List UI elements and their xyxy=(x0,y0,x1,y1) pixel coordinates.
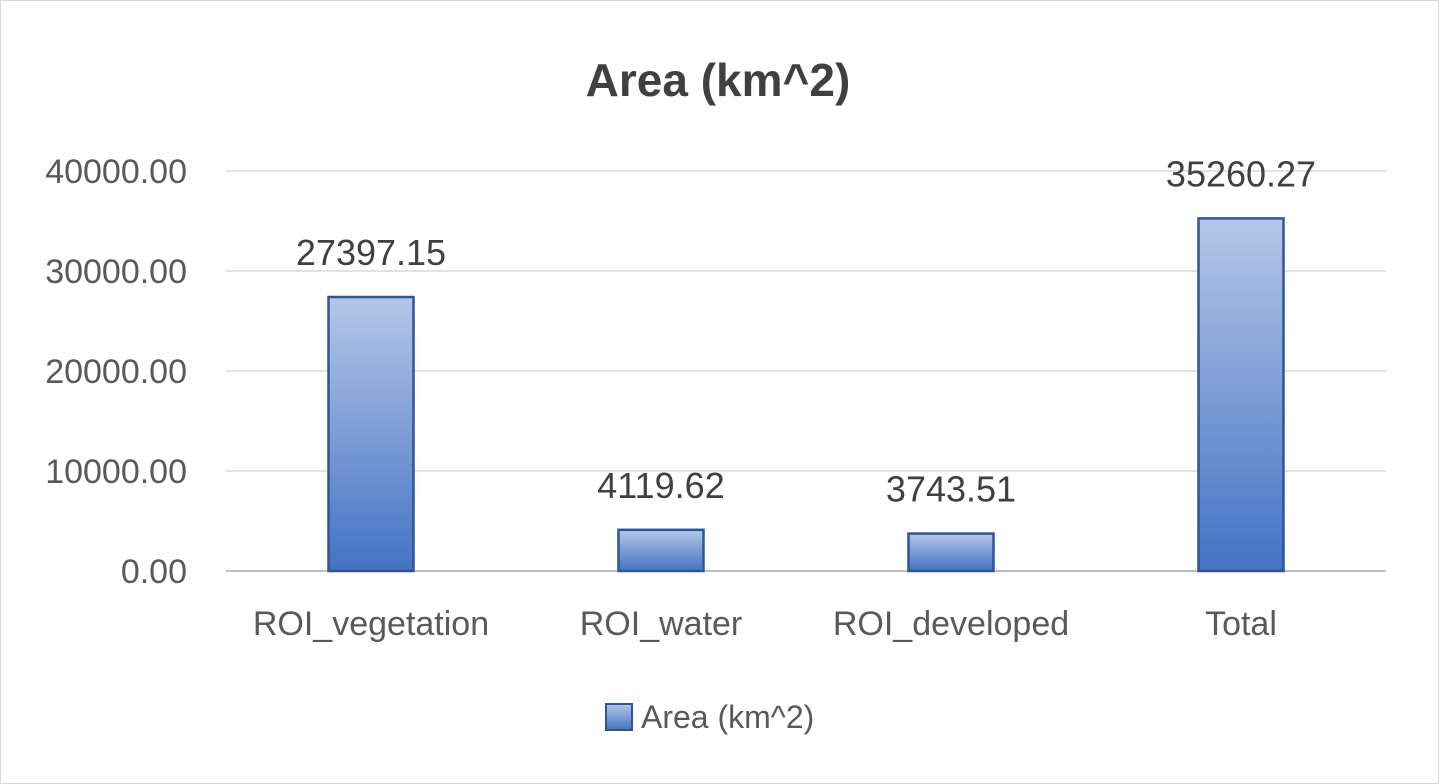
bar xyxy=(1197,217,1285,573)
y-tick-label: 0.00 xyxy=(121,553,187,591)
data-label: 35260.27 xyxy=(1166,153,1316,194)
chart-title: Area (km^2) xyxy=(586,54,851,106)
bars xyxy=(327,217,1285,573)
legend-swatch xyxy=(605,703,633,731)
legend-label: Area (km^2) xyxy=(641,699,814,735)
x-tick-label: ROI_developed xyxy=(833,605,1069,643)
data-label: 4119.62 xyxy=(597,465,724,506)
gridlines xyxy=(226,170,1386,572)
data-label: 27397.15 xyxy=(296,232,446,273)
data-labels: 27397.15 4119.62 3743.51 35260.27 xyxy=(296,153,1316,509)
legend: Area (km^2) xyxy=(605,699,814,735)
bar xyxy=(907,532,995,573)
bar xyxy=(327,295,415,573)
x-axis-ticks: ROI_vegetation ROI_water ROI_developed Tota… xyxy=(253,605,1277,643)
y-axis-ticks: 0.00 10000.00 20000.00 30000.00 40000.00 xyxy=(45,153,187,591)
y-tick-label: 30000.00 xyxy=(45,253,187,291)
y-tick-label: 10000.00 xyxy=(45,453,187,491)
bar xyxy=(617,528,705,573)
x-tick-label: ROI_vegetation xyxy=(253,605,489,643)
x-tick-label: Total xyxy=(1205,605,1277,643)
x-tick-label: ROI_water xyxy=(580,605,743,643)
y-tick-label: 20000.00 xyxy=(45,353,187,391)
data-label: 3743.51 xyxy=(886,469,1016,510)
y-tick-label: 40000.00 xyxy=(45,153,187,191)
